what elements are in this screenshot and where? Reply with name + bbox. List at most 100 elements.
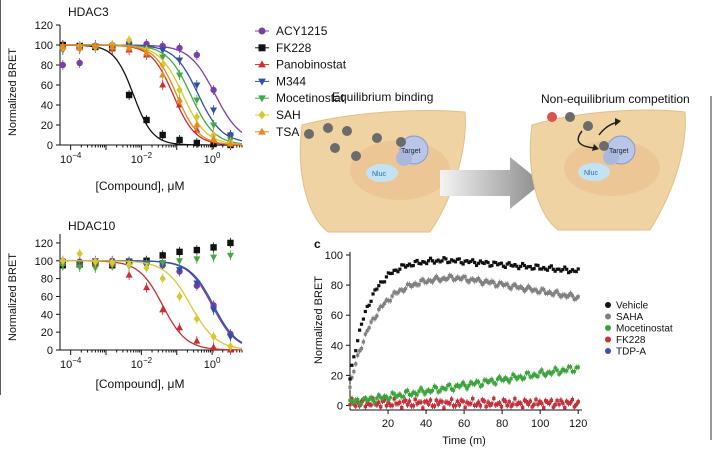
fit-curve-M344 [60, 260, 243, 344]
data-point-SAHA [377, 307, 381, 312]
y-tick-label: 60 [41, 80, 53, 92]
data-point-Mocetinostat [507, 380, 511, 384]
data-point-Mocetinostat [398, 392, 402, 396]
data-point-FK228 [499, 405, 504, 409]
data-point-SAHA [455, 275, 459, 279]
hdac10-dose-response-chart: HDAC10 Normalized BRET [Compound], μM 0 2… [7, 219, 243, 391]
data-point-FK228 [377, 400, 381, 404]
data-point-Mocetinostat [567, 365, 571, 369]
y-tick-label: 80 [331, 280, 343, 292]
data-point-SAHA [380, 304, 385, 308]
data-point-FK228 [574, 402, 578, 407]
data-point-SAHA [459, 277, 463, 281]
data-point-SAHA [519, 285, 523, 289]
nluc-glow-left [366, 164, 398, 182]
data-point-SAHA [404, 287, 408, 291]
data-point-Vehicle [538, 267, 542, 271]
data-point-Mocetinostat [559, 370, 563, 374]
data-point-Vehicle [357, 328, 362, 332]
data-point-FK228 [545, 400, 550, 404]
data-point-FK228 [557, 402, 561, 407]
data-point-Mocetinostat [411, 390, 415, 394]
data-point-Mocetinostat [551, 370, 555, 374]
data-point-SAHA [227, 342, 234, 351]
data-point-Mocetinostat [450, 387, 454, 391]
data-point-Mocetinostat [91, 265, 99, 272]
data-point-SAHA [436, 277, 440, 281]
legend-label: ACY1215 [276, 24, 328, 38]
data-point-Vehicle [576, 267, 580, 271]
data-point-ACY1215 [176, 44, 183, 52]
data-point-FK228 [467, 402, 471, 406]
data-point-Mocetinostat [413, 391, 417, 395]
legend-label: FK228 [616, 335, 646, 346]
data-point-Panobinostat [193, 337, 201, 344]
data-point-SAHA [572, 297, 576, 301]
data-point-Vehicle [384, 275, 389, 279]
data-point-Vehicle [507, 261, 511, 265]
data-point-Mocetinostat [484, 378, 488, 382]
data-point-Mocetinostat [528, 375, 532, 379]
data-point-FK228 [453, 404, 458, 408]
data-point-M344 [226, 334, 234, 341]
data-point-Mocetinostat [451, 388, 456, 392]
data-point-Vehicle [496, 263, 500, 267]
data-point-Vehicle [365, 304, 369, 309]
y-tick-label: 120 [35, 20, 53, 32]
transition-arrow [440, 157, 542, 209]
data-point-FK228 [530, 405, 534, 409]
data-point-FK228 [407, 399, 412, 403]
data-point-SAHA [373, 317, 377, 321]
data-point-FK228 [440, 400, 444, 404]
data-point-FK228 [398, 400, 402, 404]
data-point-SAHA [563, 293, 567, 297]
legend-label: Panobinostat [276, 58, 347, 72]
data-point-SAHA [361, 340, 366, 344]
hdac-legend: ACY1215 FK228 Panobinostat M344 Mocetinostat… [255, 24, 347, 139]
data-point-FK228 [450, 397, 454, 401]
data-point-Vehicle [526, 265, 530, 269]
data-point-Vehicle [471, 258, 475, 262]
data-point-SAHA [379, 304, 383, 308]
y-tick-label: 100 [35, 256, 53, 268]
legend-marker-Mocetinostat [258, 95, 266, 103]
displacement-arrow [577, 130, 595, 149]
data-point-Vehicle [532, 266, 536, 271]
data-point-SAHA [488, 281, 492, 285]
data-point-SAHA [515, 285, 519, 289]
data-point-Mocetinostat [515, 377, 519, 381]
y-tick-label: 40 [331, 340, 343, 352]
data-point-Vehicle [459, 261, 463, 265]
data-point-FK228 [369, 403, 373, 407]
data-point-SAHA [469, 277, 473, 282]
data-point-FK228 [413, 397, 417, 402]
data-point-FK228 [561, 401, 565, 405]
data-point-SAHA [478, 279, 482, 283]
equilibrium-binding-label: Equilibrium binding [332, 90, 433, 104]
data-point-SAHA [570, 294, 575, 298]
kinetic-y-axis-label: Normalized BRET [313, 276, 325, 364]
data-point-FK228 [404, 398, 408, 403]
data-point-Vehicle [473, 260, 477, 265]
x-tick-label: 60 [458, 418, 470, 430]
data-point-Mocetinostat [369, 395, 373, 400]
data-point-FK228 [526, 402, 530, 406]
data-point-FK228 [392, 397, 396, 401]
data-point-FK228 [457, 403, 461, 407]
data-point-FK228 [570, 397, 575, 402]
data-point-Vehicle [463, 259, 467, 263]
data-point-SAHA [494, 284, 498, 288]
tracer-molecule [323, 123, 333, 133]
data-point-FK228 [432, 404, 436, 408]
data-point-Vehicle [503, 265, 507, 270]
legend-marker-SAHA [605, 313, 611, 320]
data-point-FK228 [438, 399, 442, 403]
data-point-FK228 [417, 400, 421, 404]
data-point-SAHA [193, 314, 201, 323]
data-point-SAHA [390, 294, 394, 298]
data-point-SAHA [421, 277, 425, 281]
data-point-Vehicle [367, 303, 371, 307]
data-point-FK228 [434, 398, 438, 402]
data-point-FK228 [553, 403, 557, 407]
